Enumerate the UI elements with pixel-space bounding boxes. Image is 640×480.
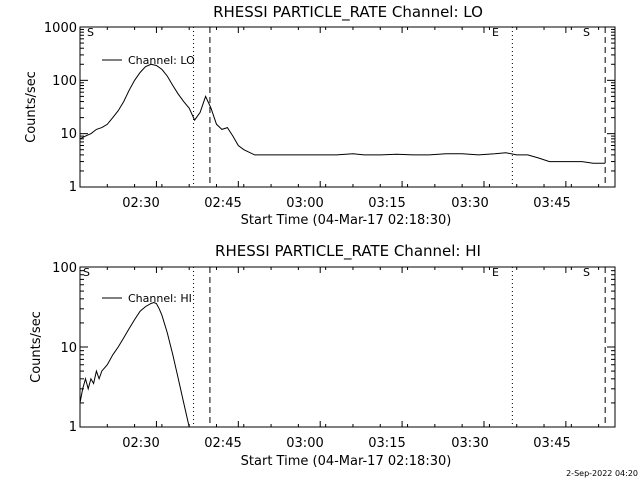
legend-label-lo: Channel: LO: [128, 54, 195, 67]
plot-frame-hi: [79, 266, 616, 428]
y-tick-label-10: 10: [60, 127, 77, 142]
time-markers-lo: [193, 27, 606, 187]
x-axis-label-lo: Start Time (04-Mar-17 02:18:30): [241, 213, 452, 228]
x-tick-label-0230: 02:30: [122, 196, 159, 211]
marker-label-e-lo: E: [492, 26, 499, 39]
y-tick-label-10-hi: 10: [60, 341, 77, 356]
x-tick-label-0300-hi: 03:00: [286, 436, 323, 451]
x-tick-label-0330: 03:30: [451, 196, 488, 211]
footer-timestamp: 2-Sep-2022 04:20: [566, 469, 638, 478]
marker-label-s-end-lo: S: [583, 26, 590, 39]
y-tick-label-100-hi: 100: [52, 261, 77, 276]
series-line-hi: [79, 301, 190, 428]
x-tick-label-0315-hi: 03:15: [368, 436, 405, 451]
y-tick-label-1: 1: [69, 180, 77, 195]
marker-label-s-start-lo: S: [87, 26, 94, 39]
x-tick-label-0345-hi: 03:45: [533, 436, 570, 451]
x-tick-label-0300: 03:00: [286, 196, 323, 211]
chart-panel-hi: RHESSI PARTICLE_RATE Channel: HI S E S C…: [29, 242, 616, 469]
series-line-lo: [79, 63, 606, 164]
chart-title-lo: RHESSI PARTICLE_RATE Channel: LO: [213, 3, 483, 22]
marker-label-s-start-hi: S: [83, 266, 90, 279]
x-tick-label-0245-hi: 02:45: [204, 436, 241, 451]
y-axis-label-lo: Counts/sec: [24, 71, 39, 143]
x-tick-label-0245: 02:45: [204, 196, 241, 211]
axis-ticks-hi: [79, 266, 615, 428]
chart-title-hi: RHESSI PARTICLE_RATE Channel: HI: [215, 242, 481, 261]
x-tick-label-0230-hi: 02:30: [122, 436, 159, 451]
y-axis-label-hi: Counts/sec: [29, 311, 44, 383]
x-axis-label-hi: Start Time (04-Mar-17 02:18:30): [241, 454, 452, 469]
marker-label-e-hi: E: [492, 266, 499, 279]
plot-frame-lo: [79, 26, 616, 188]
y-tick-label-100: 100: [52, 74, 77, 89]
legend-label-hi: Channel: HI: [128, 292, 192, 305]
x-tick-label-0315: 03:15: [368, 196, 405, 211]
y-tick-label-1000: 1000: [44, 21, 77, 36]
x-tick-label-0330-hi: 03:30: [451, 436, 488, 451]
time-markers-hi: [193, 267, 606, 427]
marker-label-s-end-hi: S: [583, 266, 590, 279]
axis-ticks-lo: [79, 26, 615, 188]
chart-panel-lo: RHESSI PARTICLE_RATE Channel: LO S E S C…: [24, 3, 616, 228]
y-tick-label-1-hi: 1: [69, 420, 77, 435]
x-tick-label-0345: 03:45: [533, 196, 570, 211]
